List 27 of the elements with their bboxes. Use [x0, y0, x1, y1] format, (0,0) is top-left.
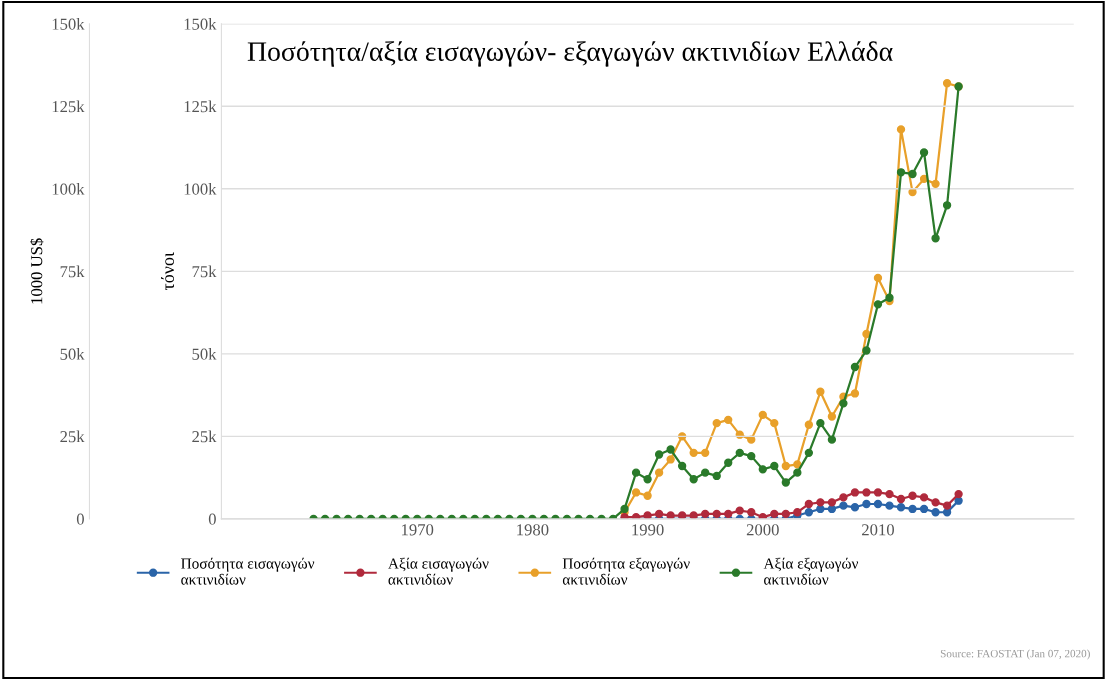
legend-label: Αξία εισαγωγών ακτινιδίων — [388, 557, 489, 585]
y2-tick-label: 125k — [184, 100, 217, 113]
y-tick-label: 75k — [60, 265, 85, 278]
y2-tick-label: 25k — [192, 430, 217, 443]
x-tick-label: 2000 — [746, 524, 779, 536]
y-tick-label: 125k — [52, 100, 85, 113]
legend-label: Ποσότητα εξαγωγών ακτινιδίων — [562, 557, 690, 585]
y-tick-label: 50k — [60, 348, 85, 360]
legend-label: Αξία εξαγωγών ακτινιδίων — [763, 557, 859, 585]
y2-tick-label: 50k — [192, 348, 217, 360]
x-tick-label: 1980 — [517, 524, 549, 536]
x-tick-label: 1970 — [402, 524, 434, 536]
legend-label: Ποσότητα εισαγωγών ακτινιδίων — [181, 557, 315, 585]
y2-axis-title: τόνοι — [161, 252, 174, 291]
y2-tick-label: 150k — [184, 18, 217, 30]
source-note: Source: FAOSTAT (Jan 07, 2020) — [940, 649, 1090, 660]
x-tick-label: 1990 — [632, 524, 664, 536]
y-tick-label: 150k — [52, 18, 85, 30]
y2-tick-label: 75k — [192, 265, 217, 278]
y-tick-label: 100k — [52, 183, 85, 195]
y-tick-label: 0 — [76, 513, 84, 525]
y2-tick-label: 0 — [208, 513, 216, 525]
y-tick-label: 25k — [60, 430, 85, 443]
x-tick-label: 2010 — [862, 524, 894, 536]
text: Ποσότητα/αξία εισαγωγών- εξαγωγών ακτινιδίων Ελλάδα — [247, 41, 893, 67]
y-axis-title: 1000 US$ — [30, 238, 44, 304]
y2-tick-label: 100k — [184, 183, 217, 195]
